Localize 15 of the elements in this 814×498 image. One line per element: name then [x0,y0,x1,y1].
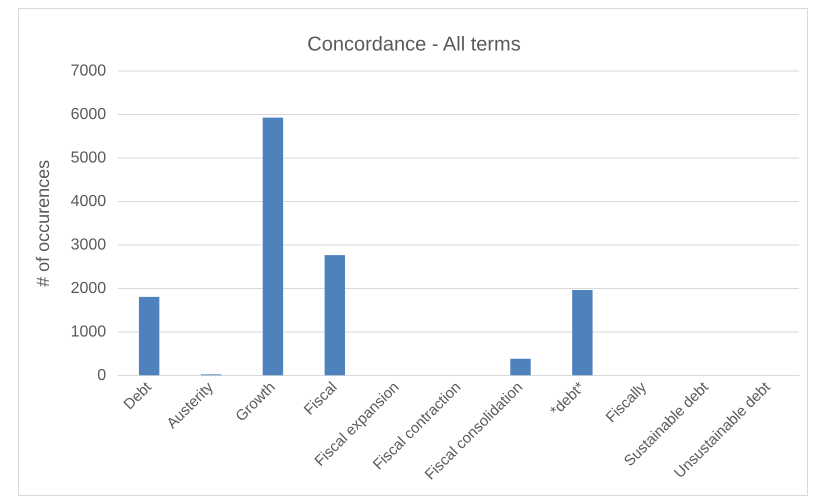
bar [324,255,346,376]
y-tick-label: 3000 [70,236,106,254]
y-tick-label: 4000 [70,192,106,210]
y-tick-label: 1000 [70,324,106,341]
bar [510,358,531,376]
y-tick-label: 6000 [70,106,106,123]
y-axis-title: # of occurences [32,160,53,287]
y-tick-label: 7000 [70,62,106,80]
bar [262,118,284,376]
y-tick-label: 0 [97,367,106,384]
y-tick-label: 2000 [70,280,106,298]
y-tick-label: 5000 [70,149,106,166]
chart-title: Concordance - All terms [307,34,521,56]
bar [572,290,593,376]
bar [138,296,160,376]
